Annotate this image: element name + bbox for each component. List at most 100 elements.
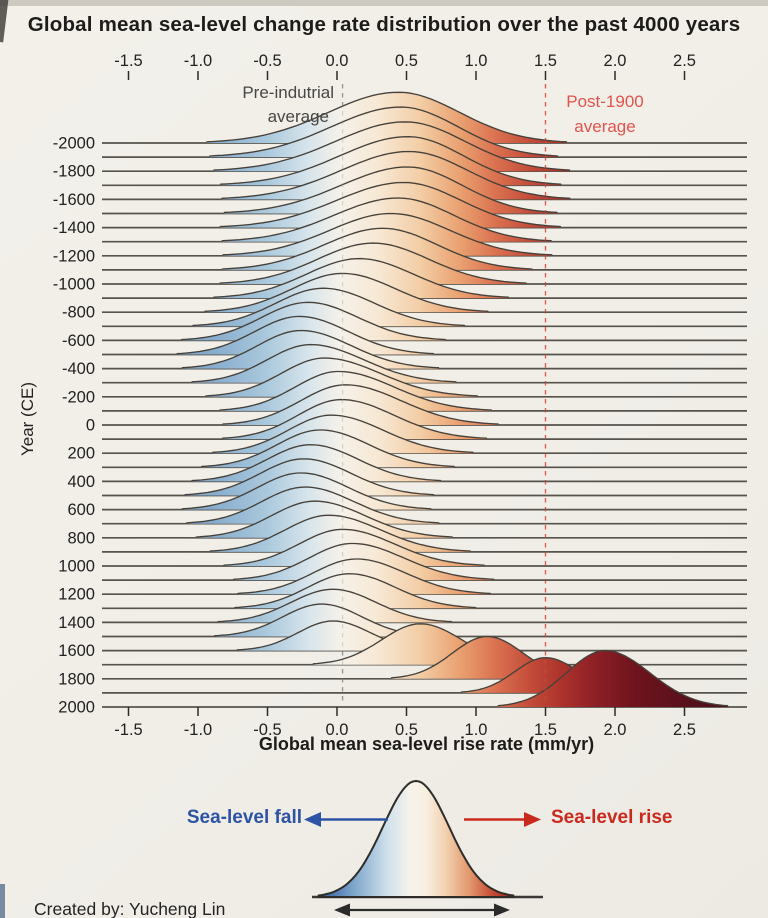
annotation-post1900-average: Post-1900 average bbox=[548, 89, 662, 139]
ridge-curve-year-1000 bbox=[223, 528, 485, 566]
x-tick-label-top-0.0: 0.0 bbox=[326, 52, 349, 70]
ridge-curve-year-1400 bbox=[217, 588, 452, 623]
ridge-curve-year-800 bbox=[195, 500, 454, 538]
ridge-fill-year-2000 bbox=[498, 650, 728, 707]
ridge-curve-year--1400 bbox=[219, 181, 562, 228]
ridge-curve-year--700 bbox=[192, 287, 466, 327]
ridge-curve-year-100 bbox=[222, 398, 488, 439]
ridge-curve-year--1300 bbox=[221, 197, 552, 242]
x-tick-label-top--1.0: -1.0 bbox=[184, 52, 212, 70]
y-tick-label--1600: -1600 bbox=[53, 191, 95, 209]
y-tick-label-1000: 1000 bbox=[58, 558, 95, 576]
ridge-curve-year--1200 bbox=[222, 212, 553, 256]
annotation-preindustrial-line2: average bbox=[267, 107, 329, 126]
x-tick-label-bottom-1.5: 1.5 bbox=[534, 721, 557, 739]
ridge-fill-year-1300 bbox=[234, 573, 476, 609]
legend-width-arrow-left-head bbox=[334, 903, 350, 917]
y-tick-label-2000: 2000 bbox=[58, 699, 95, 717]
legend-width-arrow-right-head bbox=[494, 903, 510, 917]
ridge-curve-year--1600 bbox=[221, 150, 571, 199]
legend-bell-curve bbox=[317, 780, 515, 898]
ridge-curve-year--1700 bbox=[219, 136, 562, 185]
x-tick-label-bottom-2.5: 2.5 bbox=[673, 721, 696, 739]
ridge-curve-year--1500 bbox=[223, 166, 558, 214]
x-tick-label-top-0.5: 0.5 bbox=[395, 52, 418, 70]
y-tick-label--400: -400 bbox=[62, 360, 95, 378]
ridge-curve-year-700 bbox=[185, 486, 440, 524]
ridge-curve-year--900 bbox=[213, 257, 509, 298]
y-tick-label--1200: -1200 bbox=[53, 247, 95, 265]
photo-edge-top-strip bbox=[0, 0, 768, 6]
y-tick-label-1800: 1800 bbox=[58, 670, 95, 688]
y-tick-label--1800: -1800 bbox=[53, 163, 95, 181]
legend-sea-level-fall-label: Sea-level fall bbox=[186, 807, 302, 828]
y-tick-label-0: 0 bbox=[86, 417, 95, 435]
x-tick-label-bottom--0.5: -0.5 bbox=[253, 721, 281, 739]
ridge-curve-year--100 bbox=[219, 370, 492, 411]
x-tick-label-bottom--1.0: -1.0 bbox=[184, 721, 212, 739]
y-tick-label--1400: -1400 bbox=[53, 219, 95, 237]
y-tick-label--800: -800 bbox=[62, 304, 95, 322]
ridge-curve-year-400 bbox=[191, 444, 442, 482]
ridge-curve-year-1200 bbox=[237, 558, 491, 595]
ridge-curve-year--200 bbox=[205, 357, 479, 397]
ridge-curve-year-1300 bbox=[234, 573, 477, 609]
x-tick-label-bottom-1.0: 1.0 bbox=[465, 721, 488, 739]
x-tick-label-top-2.5: 2.5 bbox=[673, 52, 696, 70]
ridge-fill-year-1500 bbox=[214, 604, 433, 637]
ridge-curve-year-0 bbox=[222, 384, 499, 425]
credit-text: Created by: Yucheng Lin bbox=[34, 899, 226, 918]
y-axis-title: Year (CE) bbox=[18, 382, 37, 457]
x-tick-label-bottom--1.5: -1.5 bbox=[114, 721, 142, 739]
ridge-curve-year-900 bbox=[209, 514, 471, 552]
y-tick-label-1200: 1200 bbox=[58, 586, 95, 604]
legend-rise-arrow-head bbox=[524, 812, 541, 827]
y-tick-label-800: 800 bbox=[67, 529, 95, 547]
legend-fall-arrow-head bbox=[304, 812, 321, 827]
x-tick-label-bottom-2.0: 2.0 bbox=[604, 721, 627, 739]
ridge-curve-year--1100 bbox=[221, 227, 533, 270]
x-tick-label-top--1.5: -1.5 bbox=[114, 52, 142, 70]
annotation-post1900-line2: average bbox=[574, 117, 636, 136]
legend-sea-level-rise-label: Sea-level rise bbox=[551, 807, 673, 828]
y-tick-label-1600: 1600 bbox=[58, 642, 95, 660]
ridge-curve-year--1000 bbox=[219, 242, 527, 284]
x-axis-title: Global mean sea-level rise rate (mm/yr) bbox=[258, 734, 595, 754]
ridge-curve-year-200 bbox=[212, 414, 474, 453]
annotation-post1900-line1: Post-1900 bbox=[566, 92, 644, 111]
ridge-curve-year-600 bbox=[181, 472, 432, 510]
photo-edge-bottom-left-mark bbox=[0, 884, 5, 918]
ridge-curve-year--400 bbox=[181, 329, 440, 369]
x-tick-label-top-2.0: 2.0 bbox=[604, 52, 627, 70]
chart-title: Global mean sea-level change rate distri… bbox=[27, 13, 741, 36]
y-tick-label--200: -200 bbox=[62, 388, 95, 406]
ridge-curve-year--1800 bbox=[213, 121, 571, 171]
x-tick-label-top--0.5: -0.5 bbox=[253, 52, 281, 70]
y-tick-label--2000: -2000 bbox=[53, 135, 95, 153]
ridge-curve-year-2000 bbox=[497, 649, 729, 707]
ridge-curve-year--500 bbox=[176, 315, 434, 355]
x-tick-label-bottom-0.5: 0.5 bbox=[395, 721, 418, 739]
y-tick-label-400: 400 bbox=[67, 473, 95, 491]
x-tick-label-bottom-0.0: 0.0 bbox=[326, 721, 349, 739]
ridge-curve-year--300 bbox=[191, 343, 457, 383]
ridge-curve-year-500 bbox=[184, 458, 435, 496]
ridge-curve-year--600 bbox=[181, 301, 447, 341]
y-tick-label--600: -600 bbox=[62, 332, 95, 350]
ridge-curve-year--1900 bbox=[209, 106, 559, 157]
y-tick-label-600: 600 bbox=[67, 501, 95, 519]
y-tick-label-200: 200 bbox=[67, 445, 95, 463]
annotation-preindustrial-average: Pre-indutrial average bbox=[180, 81, 334, 129]
ridge-curve-year--800 bbox=[204, 272, 489, 312]
y-tick-label--1000: -1000 bbox=[53, 276, 95, 294]
ridge-curve-year--2000 bbox=[206, 91, 568, 143]
y-tick-label-1400: 1400 bbox=[58, 614, 95, 632]
x-tick-label-top-1.5: 1.5 bbox=[534, 52, 557, 70]
annotation-preindustrial-line1: Pre-indutrial bbox=[242, 83, 334, 102]
ridge-curve-year-300 bbox=[201, 429, 455, 468]
x-tick-label-top-1.0: 1.0 bbox=[465, 52, 488, 70]
ridge-curve-year-1100 bbox=[233, 542, 495, 580]
legend-group bbox=[304, 780, 543, 917]
